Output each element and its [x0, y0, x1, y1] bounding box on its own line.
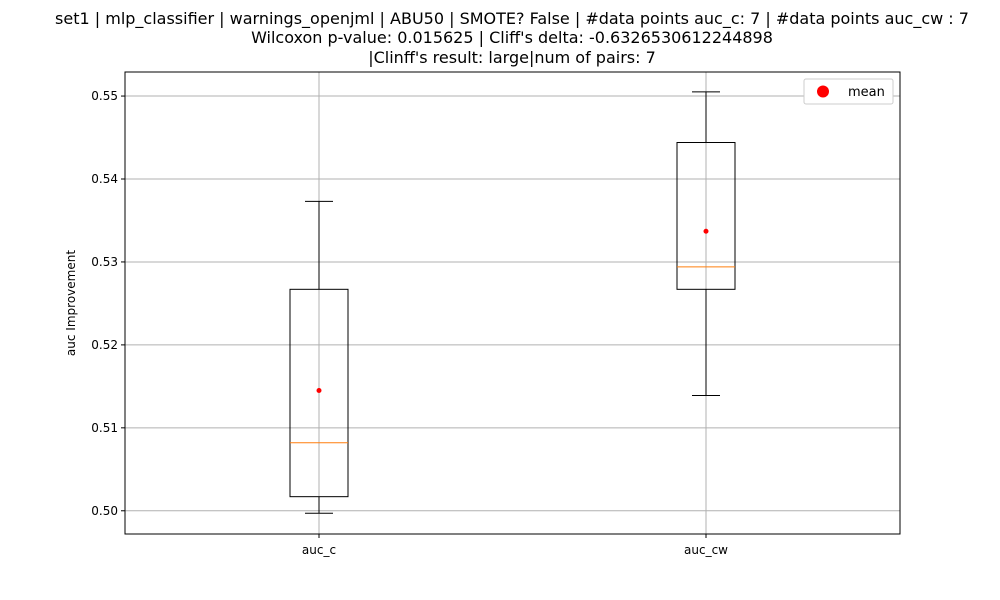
box-auc_c [289, 288, 349, 498]
legend-frame [803, 78, 894, 105]
y-tick-label-4: 0.54 [91, 172, 118, 186]
legend-label-mean: mean [848, 85, 885, 100]
chart-title: set1 | mlp_classifier | warnings_openjml… [55, 9, 969, 67]
plot-frame [124, 71, 901, 535]
legend: mean [803, 78, 894, 105]
y-tick-label-3: 0.53 [91, 255, 118, 269]
y-axis-label: auc Improvement [64, 250, 78, 356]
x-tick-label-auc_cw: auc_cw [684, 543, 728, 557]
y-tick-label-2: 0.52 [91, 338, 118, 352]
box-series [289, 91, 736, 514]
title-line-2: Wilcoxon p-value: 0.015625 | Cliff's del… [251, 28, 773, 47]
y-tick-label-0: 0.50 [91, 504, 118, 518]
box-auc_cw [676, 142, 736, 290]
y-tick-label-5: 0.55 [91, 89, 118, 103]
x-tick-label-auc_c: auc_c [302, 543, 336, 557]
title-line-1: set1 | mlp_classifier | warnings_openjml… [55, 9, 969, 29]
axes: 0.50 0.51 0.52 0.53 0.54 0.55 auc_c auc_cw [91, 71, 901, 557]
grid-lines [125, 72, 900, 534]
legend-mean-marker [817, 85, 829, 98]
mean-marker-auc_cw [703, 228, 709, 234]
title-line-3: |Clinff's result: large|num of pairs: 7 [368, 48, 656, 67]
y-tick-label-1: 0.51 [91, 421, 118, 435]
mean-marker-auc_c [316, 388, 322, 394]
